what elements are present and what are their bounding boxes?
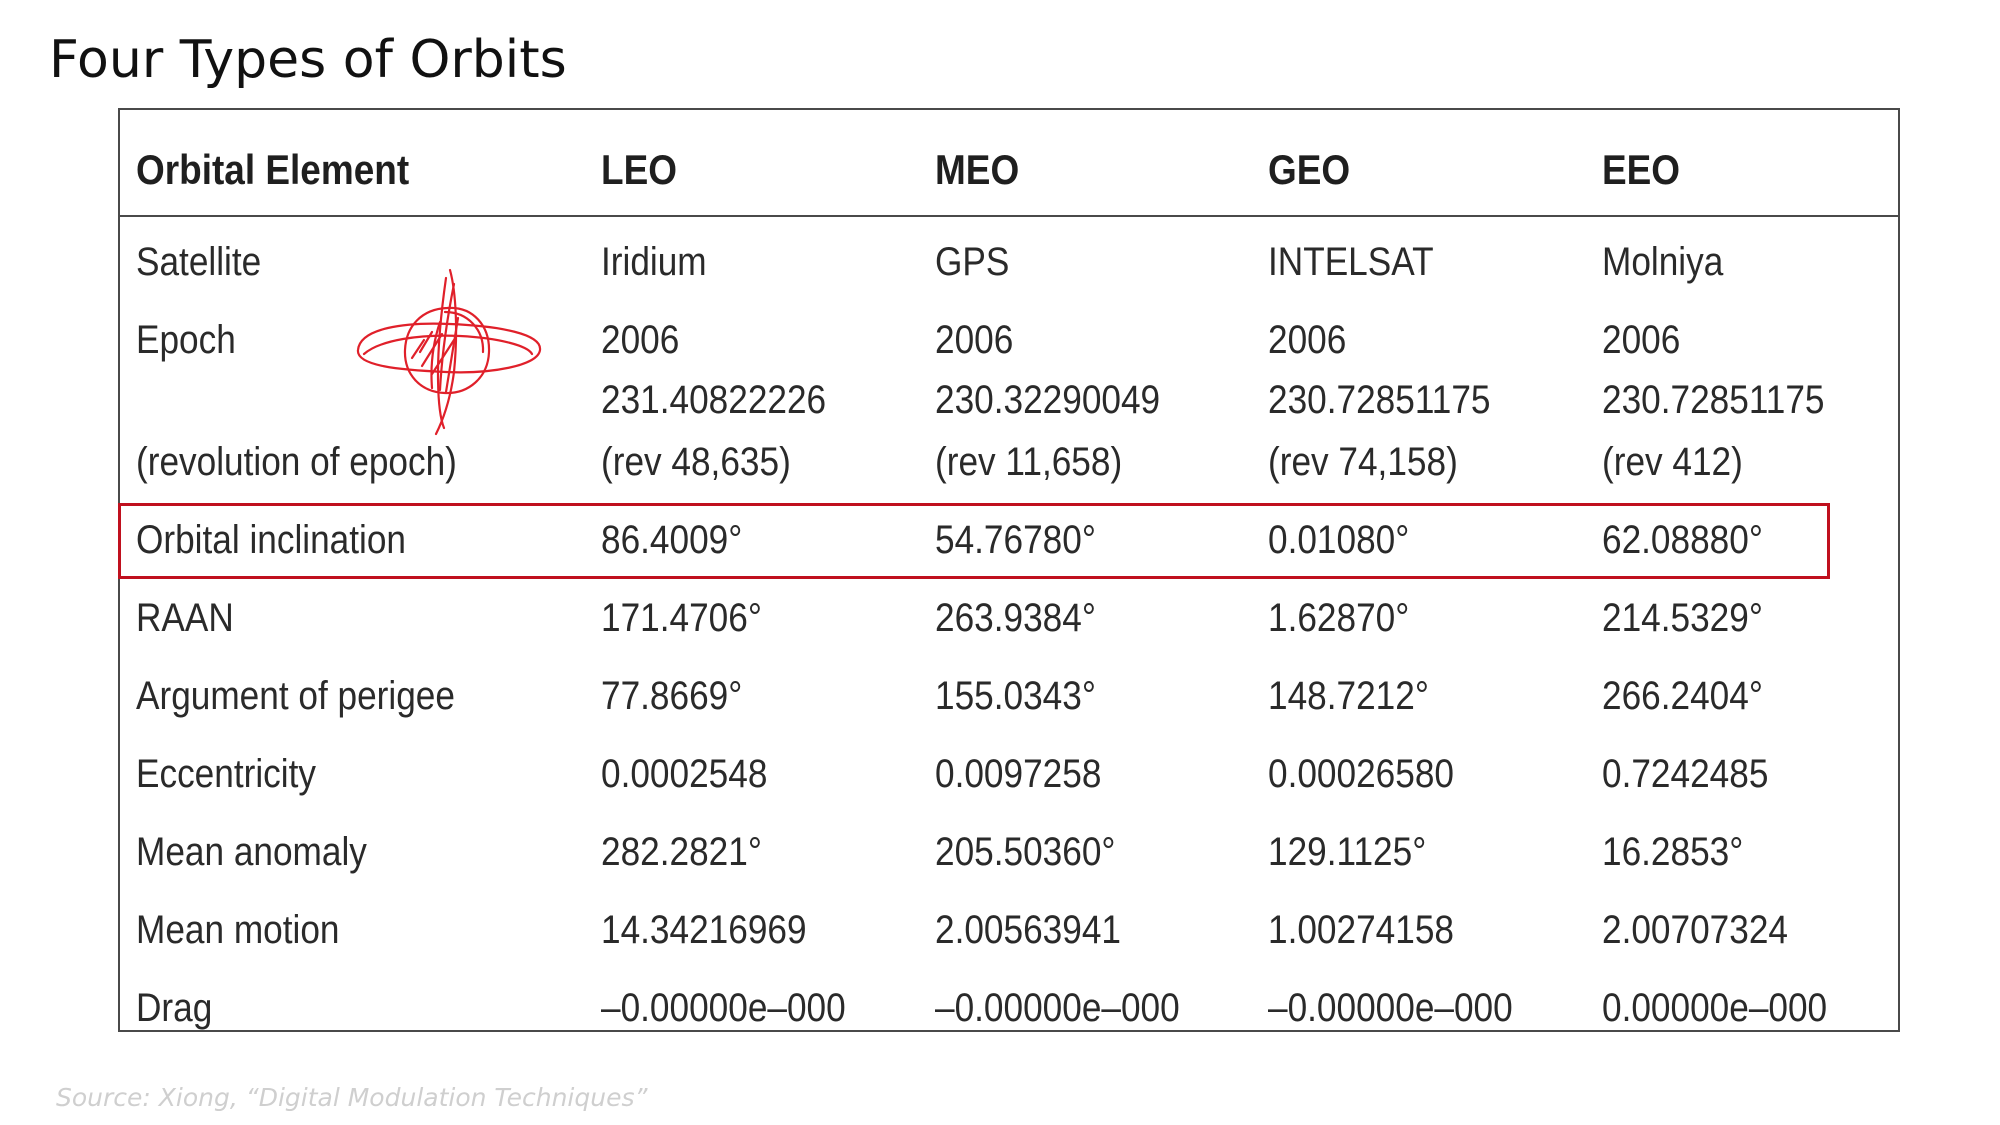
table-cell-eeo: 0.7242485 [1602, 752, 1769, 796]
row-label: Drag [136, 986, 213, 1030]
table-cell-meo: 263.9384° [935, 596, 1096, 640]
table-cell-eeo: 16.2853° [1602, 830, 1744, 874]
table-cell-geo: 230.72851175 [1268, 378, 1491, 422]
table-cell-geo: 0.00026580 [1268, 752, 1454, 796]
table-cell-leo: 231.40822226 [601, 378, 827, 422]
table-cell-meo: 2.00563941 [935, 908, 1121, 952]
row-label: Satellite [136, 240, 262, 284]
table-cell-geo: 2006 [1268, 318, 1347, 362]
table-cell-meo: 230.32290049 [935, 378, 1161, 422]
table-cell-eeo: Molniya [1602, 240, 1724, 284]
source-citation: Source: Xiong, “Digital Modulation Techn… [56, 1083, 648, 1112]
table-cell-leo: 86.4009° [601, 518, 743, 562]
row-label: (revolution of epoch) [136, 440, 457, 484]
row-label: Orbital inclination [136, 518, 407, 562]
inclination-highlight-box [118, 503, 1830, 579]
table-cell-meo: –0.00000e–000 [935, 986, 1180, 1030]
table-cell-leo: 282.2821° [601, 830, 762, 874]
table-cell-leo: –0.00000e–000 [601, 986, 846, 1030]
table-cell-leo: Iridium [601, 240, 707, 284]
table-cell-leo: 171.4706° [601, 596, 762, 640]
column-header-leo: LEO [601, 146, 677, 193]
table-cell-meo: 205.50360° [935, 830, 1116, 874]
table-cell-geo: –0.00000e–000 [1268, 986, 1513, 1030]
table-cell-eeo: 2006 [1602, 318, 1681, 362]
table-cell-meo: GPS [935, 240, 1010, 284]
table-cell-eeo: (rev 412) [1602, 440, 1743, 484]
table-cell-meo: 0.0097258 [935, 752, 1102, 796]
table-cell-eeo: 230.72851175 [1602, 378, 1825, 422]
row-label: RAAN [136, 596, 234, 640]
header-divider [118, 215, 1900, 217]
table-cell-geo: 129.1125° [1268, 830, 1427, 874]
row-label: Eccentricity [136, 752, 316, 796]
table-cell-geo: 1.00274158 [1268, 908, 1454, 952]
table-cell-geo: 148.7212° [1268, 674, 1429, 718]
slide-title: Four Types of Orbits [49, 30, 567, 90]
table-cell-eeo: 0.00000e–000 [1602, 986, 1828, 1030]
table-cell-leo: 77.8669° [601, 674, 743, 718]
table-cell-leo: 14.34216969 [601, 908, 807, 952]
column-header-geo: GEO [1268, 146, 1351, 193]
row-label: Argument of perigee [136, 674, 455, 718]
row-label: Mean motion [136, 908, 340, 952]
column-header-meo: MEO [935, 146, 1020, 193]
table-cell-eeo: 62.08880° [1602, 518, 1763, 562]
table-cell-geo: (rev 74,158) [1268, 440, 1458, 484]
table-cell-leo: 2006 [601, 318, 680, 362]
table-cell-geo: 1.62870° [1268, 596, 1410, 640]
table-cell-meo: 155.0343° [935, 674, 1096, 718]
table-cell-meo: 2006 [935, 318, 1014, 362]
table-cell-leo: (rev 48,635) [601, 440, 791, 484]
table-cell-eeo: 2.00707324 [1602, 908, 1788, 952]
table-cell-leo: 0.0002548 [601, 752, 768, 796]
table-cell-meo: 54.76780° [935, 518, 1096, 562]
orbit-sketch-icon [356, 268, 542, 436]
row-label: Epoch [136, 318, 236, 362]
table-cell-meo: (rev 11,658) [935, 440, 1123, 484]
row-label: Mean anomaly [136, 830, 367, 874]
column-header-eeo: EEO [1602, 146, 1681, 193]
column-header-label: Orbital Element [136, 146, 410, 193]
table-cell-eeo: 214.5329° [1602, 596, 1763, 640]
table-cell-geo: INTELSAT [1268, 240, 1434, 284]
table-cell-geo: 0.01080° [1268, 518, 1410, 562]
table-cell-eeo: 266.2404° [1602, 674, 1763, 718]
